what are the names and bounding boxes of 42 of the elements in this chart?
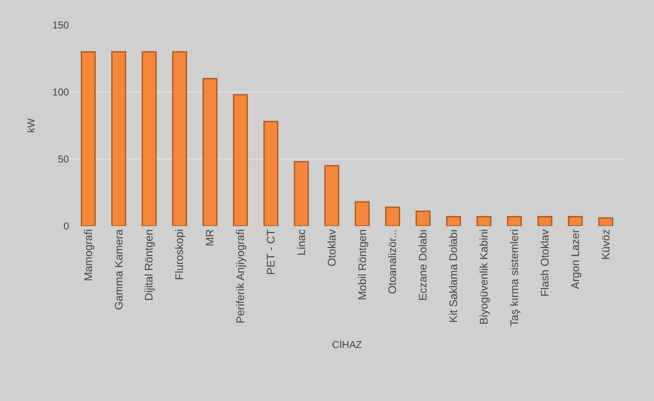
bar: [385, 206, 400, 226]
x-tick-label: Flash Otoklav: [539, 228, 552, 296]
x-tick-label: Linac: [296, 228, 308, 256]
x-tick-label: Otoanalizör...: [387, 229, 400, 294]
x-tick-label: MR: [204, 229, 217, 246]
bar: [263, 120, 278, 226]
bar: [324, 165, 340, 226]
bar: [598, 217, 614, 226]
y-tick-label: 0: [63, 222, 70, 232]
x-tick-label: Biyogüvenlik Kabini: [478, 229, 491, 325]
bar: [537, 216, 552, 226]
y-axis-title: kW: [26, 118, 38, 133]
x-tick-label: Dijital Röntgen: [144, 229, 156, 301]
y-tick-label: 150: [52, 20, 70, 32]
bar: [202, 78, 218, 226]
x-tick-label: Eczane Dolabı: [418, 229, 430, 301]
x-axis-title: CİHAZ: [332, 338, 362, 351]
bar: [294, 161, 309, 226]
x-tick-label: Küvöz: [600, 229, 612, 260]
bar: [446, 216, 461, 226]
x-tick-label: Mobil Röntgen: [356, 229, 369, 300]
y-tick-label: 100: [52, 88, 70, 98]
bar: [416, 210, 431, 226]
bar: [476, 216, 492, 226]
x-tick-label: Mamografi: [82, 229, 95, 282]
y-tick-label: 50: [58, 154, 70, 166]
x-tick-label: Fluroskopi: [174, 229, 186, 280]
bar: [111, 51, 126, 226]
bar: [354, 201, 370, 226]
bar: [172, 51, 188, 226]
x-tick-label: Gamma Kamera: [113, 228, 126, 310]
x-tick-label: Taş kırma sistemleri: [508, 229, 521, 326]
x-tick-label: Periferik Anjiyografi: [235, 229, 248, 324]
bar: [80, 51, 96, 226]
x-tick-label: Argon Lazer: [570, 228, 582, 290]
x-tick-label: Otoklav: [326, 228, 338, 266]
bar: [506, 216, 522, 226]
x-tick-label: Kit Saklama Dolabı: [448, 229, 460, 323]
x-tick-label: PET - CT: [265, 228, 278, 275]
bar: [233, 94, 248, 226]
bar: [568, 216, 583, 226]
bar: [142, 51, 157, 226]
